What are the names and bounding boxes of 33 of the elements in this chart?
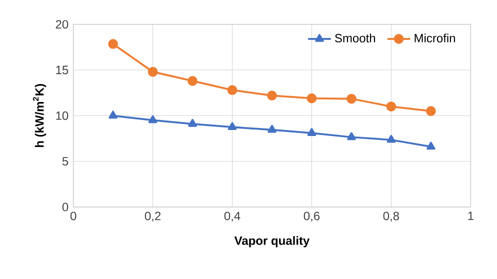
point: [108, 110, 118, 119]
y-tick-label: 20: [56, 20, 68, 29]
legend-label: Microfin: [414, 34, 456, 42]
y-tick-label: 5: [62, 157, 68, 166]
point: [267, 90, 277, 101]
point: [307, 128, 316, 136]
x-tick-label: 0,2: [144, 212, 161, 222]
point: [268, 124, 276, 133]
x-tick-label: 0,6: [304, 212, 320, 222]
y-tick-label: 15: [56, 66, 68, 74]
point: [426, 142, 436, 150]
y-tick-label: 0: [62, 202, 68, 212]
y-tick-label: 10: [56, 111, 68, 120]
point: [188, 118, 197, 127]
x-tick-label: 0: [70, 212, 76, 220]
legend-label: Smooth: [335, 34, 376, 42]
x-axis-title: Vapor quality: [234, 236, 310, 248]
point: [227, 85, 238, 96]
point: [386, 102, 396, 112]
point: [426, 106, 436, 116]
point: [346, 94, 356, 104]
x-tick-label: 1: [468, 212, 474, 220]
point: [108, 39, 118, 49]
point: [188, 76, 198, 86]
point: [228, 122, 237, 130]
x-tick-label: 0,8: [383, 212, 400, 222]
x-tick-label: 0,4: [224, 212, 240, 222]
point: [148, 66, 158, 77]
point: [306, 93, 317, 104]
point: [386, 134, 396, 143]
point: [347, 132, 356, 140]
point: [148, 115, 158, 124]
y-axis-title: h (kW/m$^{2}$K): [32, 84, 46, 148]
